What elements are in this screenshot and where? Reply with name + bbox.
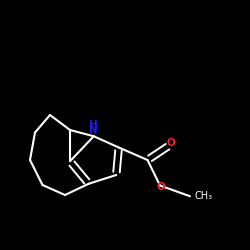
Text: O: O [157,182,166,192]
Text: N: N [90,125,98,135]
Text: O: O [167,138,175,147]
Text: CH₃: CH₃ [194,191,212,201]
Text: H: H [90,120,98,130]
